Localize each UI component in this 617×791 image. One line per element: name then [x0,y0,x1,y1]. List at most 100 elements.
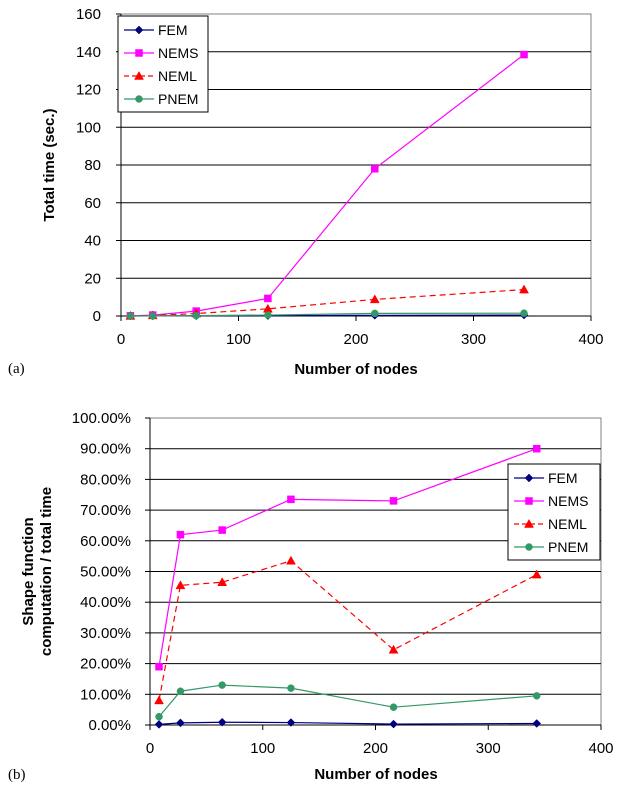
chart-1-panel-label: (a) [8,361,25,377]
chart-1-xtick-label: 400 [578,331,603,348]
chart-2-y-axis-title-line: Shape function [20,517,37,625]
chart-1-line-neml [130,288,525,317]
chart-2-point-fem [286,718,296,727]
chart-1-legend-box [117,15,209,113]
chart-2-point-fem [389,719,398,729]
chart-1-series-pnem [126,309,528,320]
chart-2-point-neml [217,577,228,586]
chart-2-point-fem [176,718,185,728]
chart-1: 0 20 40 60 80 100 120 140 160 0 100 200 300 400 FEM NEM… [8,6,604,378]
chart-2-point-neml [286,555,296,565]
chart-2-legend-box [507,463,601,561]
chart-2-legend: FEM NEMS NEML PNEM [507,463,601,561]
chart-2-legend-label-fem: FEM [548,470,578,486]
chart-1-ytick-label: 120 [76,82,101,99]
chart-1-point-pnem [371,309,379,318]
chart-1-xtick-label: 200 [343,331,368,348]
chart-2-point-neml [175,580,186,590]
chart-1-legend-label-neml: NEML [158,68,197,84]
chart-2-y-axis-title-line: computation / total time [38,487,55,656]
chart-2-legend-label-pnem: PNEM [548,539,588,555]
chart-2-panel-label: (b) [8,767,26,783]
chart-2-xtick-label: 400 [588,740,613,757]
chart-1-xtick-label: 0 [117,331,125,348]
chart-1-xtick-label: 300 [461,331,486,348]
chart-2-line-pnem [158,684,537,718]
chart-2-ytick-label: 70.00% [80,502,131,519]
chart-1-ytick-label: 100 [76,119,101,136]
chart-1-point-neml [369,294,380,304]
chart-2-point-pnem [176,687,185,695]
chart-2-series-neml [154,555,542,705]
chart-1-point-pnem [126,312,135,320]
chart-2-xtick-label: 100 [250,740,275,757]
chart-1-y-axis-title: Total time (sec.) [41,108,58,221]
chart-1-point-neml [519,284,529,294]
chart-1-legend-label-pnem: PNEM [158,91,198,107]
chart-1-xtick-label: 100 [226,331,251,348]
chart-1-ytick-label: 60 [84,195,101,212]
chart-2-line-nems [158,448,537,667]
chart-1-legend: FEM NEMS NEML PNEM [117,15,209,113]
chart-1-legend-marker-fem [134,25,144,35]
chart-2-legend-marker-fem [524,473,534,483]
chart-1-point-pnem [520,309,528,317]
chart-1-ytick-label: 40 [84,233,101,250]
chart-2-point-nems [218,526,226,534]
chart-2-legend-label-nems: NEMS [548,493,588,509]
chart-2-point-fem [217,717,227,727]
chart-2-x-axis-title: Number of nodes [314,766,437,783]
chart-2-point-nems [532,444,541,453]
chart-2-ytick-label: 100.00% [72,410,131,427]
chart-2-ytick-label: 40.00% [80,594,131,611]
chart-1-legend-marker-neml [134,70,144,80]
chart-2-xtick-label: 0 [146,740,154,757]
chart-2-point-nems [287,495,295,504]
chart-2-ytick-label: 50.00% [80,564,131,581]
chart-2-series-nems [155,444,541,671]
chart-1-point-pnem [264,311,272,319]
chart-2-point-nems [176,530,185,539]
chart-2-point-pnem [155,712,163,721]
chart-1-point-nems [264,294,272,303]
chart-2-point-neml [154,695,164,705]
chart-2-ytick-label: 80.00% [80,471,131,488]
chart-1-legend-label-fem: FEM [158,22,188,38]
chart-2-legend-marker-neml [524,518,534,528]
chart-2-point-pnem [389,703,398,711]
chart-2-legend-label-neml: NEML [548,516,587,532]
chart-1-x-axis-title: Number of nodes [294,361,417,378]
chart-1-legend-marker-nems [135,49,143,57]
chart-1-point-nems [371,165,379,173]
chart-2-point-pnem [287,684,295,692]
chart-2-xtick-label: 300 [476,740,501,757]
chart-2-ytick-label: 60.00% [80,533,131,550]
chart-1-point-pnem [148,312,157,320]
chart-2-line-neml [158,560,538,701]
chart-2-point-neml [388,644,399,654]
chart-2: 0.00% 10.00% 20.00% 30.00% 40.00% 50.00% 60.00… [8,410,614,783]
chart-2-ytick-label: 90.00% [80,441,131,458]
chart-2-series-pnem [155,681,541,721]
chart-1-point-nems [520,50,528,59]
chart-1-legend-label-nems: NEMS [158,45,198,61]
chart-2-legend-marker-nems [525,497,533,505]
chart-2-point-fem [532,719,542,728]
chart-2-xtick-label: 200 [363,740,388,757]
chart-2-series-fem [154,717,542,729]
chart-2-point-nems [389,497,398,505]
chart-2-ytick-label: 30.00% [80,625,131,642]
chart-1-ytick-label: 20 [84,270,101,287]
chart-1-legend-marker-pnem [135,95,143,103]
chart-1-point-pnem [192,311,200,320]
chart-2-y-axis-title: Shape functioncomputation / total time [20,487,55,656]
chart-2-point-fem [154,720,164,729]
chart-2-ytick-label: 10.00% [80,686,131,703]
chart-1-ytick-label: 0 [93,308,101,325]
chart-1-ytick-label: 140 [76,44,101,61]
chart-2-point-pnem [532,692,541,700]
chart-2-ytick-label: 20.00% [80,656,131,673]
chart-1-ytick-label: 160 [76,6,101,23]
